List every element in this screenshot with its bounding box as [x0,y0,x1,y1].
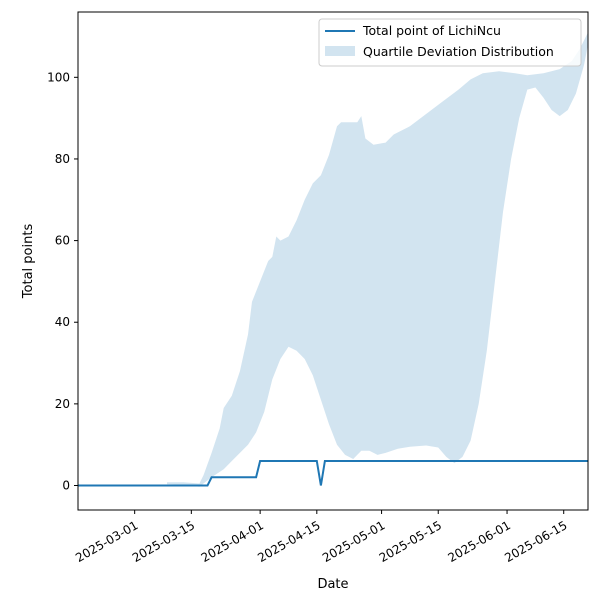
x-tick-label: 2025-05-01 [320,518,387,565]
x-tick-label: 2025-03-01 [73,518,140,565]
x-tick-label: 2025-04-01 [199,518,266,565]
plot-frame [77,11,589,511]
y-tick-label: 100 [47,70,70,84]
y-axis-ticks: 0 20 40 60 80 100 [47,70,78,493]
y-tick-label: 80 [55,152,70,166]
x-tick-label: 2025-05-15 [377,518,444,565]
y-axis-label: Total points [21,224,36,300]
legend: Total point of LichiNcu Quartile Deviati… [318,18,582,67]
x-tick-label: 2025-03-15 [130,518,197,565]
band-layer [167,32,588,487]
legend-line-label: Total point of LichiNcu [362,23,501,38]
x-axis-label: Date [317,577,348,592]
x-tick-label: 2025-06-15 [502,518,569,565]
line-layer [78,460,588,487]
y-tick-label: 60 [55,234,70,248]
legend-band-swatch [325,46,355,56]
total-points-line [78,460,588,487]
y-tick-label: 0 [62,479,70,493]
legend-box [318,18,582,67]
quartile-band [167,32,588,487]
x-tick-label: 2025-06-01 [446,518,513,565]
y-tick-label: 20 [55,397,70,411]
y-tick-label: 40 [55,315,70,329]
x-tick-label: 2025-04-15 [255,518,322,565]
legend-band-label: Quartile Deviation Distribution [363,44,554,59]
